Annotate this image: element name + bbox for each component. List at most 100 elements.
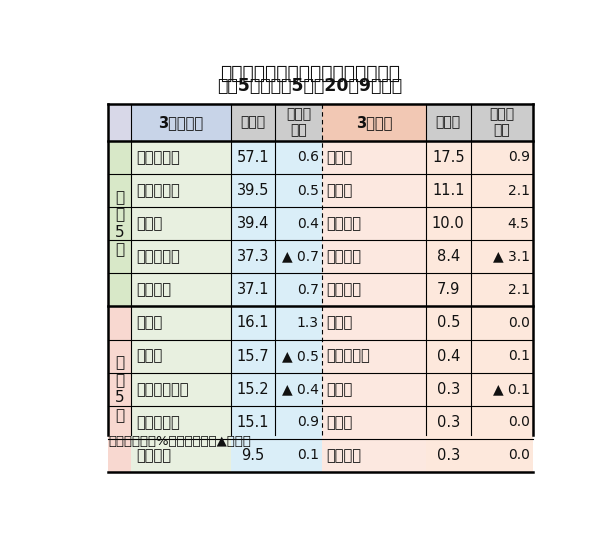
Bar xyxy=(231,373,275,405)
Bar xyxy=(131,439,231,472)
Bar xyxy=(275,405,322,439)
Text: 0.9: 0.9 xyxy=(507,150,530,165)
Text: 宮崎太陽: 宮崎太陽 xyxy=(327,282,362,298)
Bar xyxy=(275,141,322,174)
Bar xyxy=(322,240,426,273)
Bar xyxy=(131,306,231,340)
Text: 4.5: 4.5 xyxy=(508,216,530,231)
Text: ▲ 0.5: ▲ 0.5 xyxy=(282,349,319,363)
Text: 0.4: 0.4 xyxy=(437,349,460,364)
Bar xyxy=(426,240,471,273)
Bar xyxy=(231,340,275,373)
Bar xyxy=(108,141,131,306)
Bar xyxy=(471,340,533,373)
Bar xyxy=(426,340,471,373)
Text: 高　知: 高 知 xyxy=(327,415,353,430)
Text: 千葉興業: 千葉興業 xyxy=(136,282,171,298)
Text: 2.1: 2.1 xyxy=(507,283,530,297)
Bar xyxy=(131,207,231,240)
Text: 17.5: 17.5 xyxy=(432,150,464,165)
Text: 3年以上: 3年以上 xyxy=(356,115,392,130)
Text: ▲ 0.1: ▲ 0.1 xyxy=(493,382,530,396)
Text: 構成比: 構成比 xyxy=(240,116,266,129)
Text: ▲ 0.4: ▲ 0.4 xyxy=(282,382,319,396)
Text: 39.5: 39.5 xyxy=(237,183,269,198)
Text: 前年比
差引: 前年比 差引 xyxy=(489,107,515,137)
Text: 7.9: 7.9 xyxy=(437,282,460,298)
Text: 57.1: 57.1 xyxy=(237,150,269,165)
Bar xyxy=(426,207,471,240)
Text: 佐賀共栄: 佐賀共栄 xyxy=(327,249,362,264)
Text: 11.1: 11.1 xyxy=(432,183,464,198)
Text: 15.7: 15.7 xyxy=(237,349,269,364)
Text: 16.1: 16.1 xyxy=(237,316,269,330)
Text: 0.3: 0.3 xyxy=(437,382,460,397)
Bar xyxy=(322,373,426,405)
Bar xyxy=(426,373,471,405)
Text: 0.5: 0.5 xyxy=(437,316,460,330)
Bar xyxy=(322,104,426,141)
Bar xyxy=(426,405,471,439)
Text: 佐賀共栄: 佐賀共栄 xyxy=(136,448,171,463)
Text: 15.1: 15.1 xyxy=(237,415,269,430)
Text: 旧　第　四: 旧 第 四 xyxy=(136,183,180,198)
Bar xyxy=(471,207,533,240)
Text: 高い5行と低い5行（20年9月末）: 高い5行と低い5行（20年9月末） xyxy=(217,77,402,95)
Bar xyxy=(471,405,533,439)
Text: （注）単位、%、ポイント、▲は低下: （注）単位、%、ポイント、▲は低下 xyxy=(108,435,251,447)
Bar xyxy=(231,405,275,439)
Text: 0.3: 0.3 xyxy=(437,448,460,463)
Bar xyxy=(322,340,426,373)
Text: 0.7: 0.7 xyxy=(297,283,319,297)
Bar xyxy=(231,104,275,141)
Text: 10.0: 10.0 xyxy=(432,216,464,231)
Bar xyxy=(322,306,426,340)
Bar xyxy=(231,273,275,306)
Text: 富山第一: 富山第一 xyxy=(327,216,362,231)
Text: 1.3: 1.3 xyxy=(297,316,319,330)
Text: 0.9: 0.9 xyxy=(297,415,319,429)
Bar xyxy=(231,306,275,340)
Bar xyxy=(231,207,275,240)
Bar xyxy=(471,273,533,306)
Bar xyxy=(231,240,275,273)
Bar xyxy=(322,207,426,240)
Bar xyxy=(275,439,322,472)
Bar xyxy=(131,340,231,373)
Bar xyxy=(131,174,231,207)
Text: 3カ月未満: 3カ月未満 xyxy=(158,115,204,130)
Bar xyxy=(275,306,322,340)
Bar xyxy=(275,104,322,141)
Text: ス　ル　ガ: ス ル ガ xyxy=(136,415,180,430)
Text: 0.1: 0.1 xyxy=(507,349,530,363)
Text: 39.4: 39.4 xyxy=(237,216,269,231)
Text: 豊　和: 豊 和 xyxy=(327,183,353,198)
Text: 但　馬: 但 馬 xyxy=(327,316,353,330)
Text: ▲ 3.1: ▲ 3.1 xyxy=(493,250,530,264)
Text: 西　京: 西 京 xyxy=(136,349,162,364)
Text: 西日本シティ: 西日本シティ xyxy=(136,382,188,397)
Text: 0.6: 0.6 xyxy=(297,150,319,165)
Text: 長　崎: 長 崎 xyxy=(327,150,353,165)
Bar xyxy=(426,174,471,207)
Bar xyxy=(471,306,533,340)
Bar xyxy=(426,439,471,472)
Text: 0.0: 0.0 xyxy=(508,415,530,429)
Bar xyxy=(471,104,533,141)
Bar xyxy=(108,306,131,472)
Bar xyxy=(471,373,533,405)
Bar xyxy=(471,174,533,207)
Text: ▲ 0.7: ▲ 0.7 xyxy=(282,250,319,264)
Text: 構成比: 構成比 xyxy=(435,116,461,129)
Bar xyxy=(322,141,426,174)
Bar xyxy=(131,405,231,439)
Bar xyxy=(275,273,322,306)
Text: 福岡中央: 福岡中央 xyxy=(327,448,362,463)
Bar xyxy=(322,273,426,306)
Text: 0.0: 0.0 xyxy=(508,316,530,330)
Bar xyxy=(275,174,322,207)
Text: 2.1: 2.1 xyxy=(507,184,530,197)
Bar xyxy=(131,240,231,273)
Bar xyxy=(231,439,275,472)
Text: 高
い
5
行: 高 い 5 行 xyxy=(115,190,124,257)
